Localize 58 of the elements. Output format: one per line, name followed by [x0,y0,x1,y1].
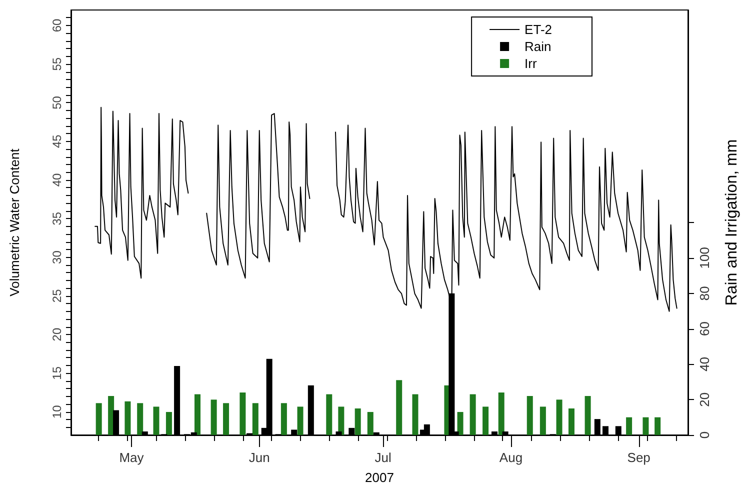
y2-tick-label: 0 [697,431,712,439]
bar [367,412,374,435]
bar [166,412,172,435]
x-tick-label: Jun [248,450,270,465]
y2-tick-label: 100 [697,247,712,269]
bar [540,406,546,435]
x-tick-label: Jul [374,450,392,465]
bar [412,394,418,435]
y2-axis-title: Rain and Irrigation, mm [724,139,740,306]
y-tick-label: 40 [50,173,64,187]
y-tick-label: 20 [50,328,64,342]
y-tick-label: 10 [50,404,64,418]
bar [124,401,131,435]
y-tick-label: 55 [50,57,64,71]
bar [642,417,649,435]
bar [153,406,160,435]
y2-tick-label: 40 [697,356,712,372]
y-tick-label: 25 [50,288,64,303]
legend-label: Rain [524,39,552,54]
y-tick-label: 50 [50,96,64,110]
legend-label: Irr [524,56,538,71]
bar [584,396,591,435]
y-tick-label: 45 [50,134,64,148]
y-tick-label: 60 [50,18,64,32]
y-tick-label: 30 [50,250,64,264]
bar [556,400,562,435]
x-tick-label: Aug [499,450,523,465]
y2-tick-label: 60 [697,322,712,336]
bar [498,392,504,435]
bar [326,394,332,435]
bar [626,417,632,435]
bar [240,392,246,435]
bar [252,403,258,435]
y2-tick-label: 20 [697,392,712,407]
y-axis-title: Volumetric Water Content [7,148,22,296]
bar [297,406,304,435]
x-tick-label: May [119,450,144,465]
bar [457,412,464,435]
bar [223,403,230,435]
bar [396,380,402,435]
bar [654,417,661,435]
bar [137,403,144,435]
bar [568,408,574,435]
y2-tick-label: 80 [697,286,712,301]
bar [482,406,489,435]
y-tick-label: 35 [50,212,64,226]
x-axis-title: 2007 [365,470,394,485]
bar [96,403,102,435]
x-tick-label: Sep [627,450,650,465]
y-tick-label: 15 [50,366,64,380]
bar [526,396,533,435]
bar [194,394,200,435]
legend-label: ET-2 [524,22,552,37]
bar [210,400,217,435]
bar [354,408,361,435]
bar [280,403,287,435]
bar [470,394,476,435]
bar [338,406,344,435]
